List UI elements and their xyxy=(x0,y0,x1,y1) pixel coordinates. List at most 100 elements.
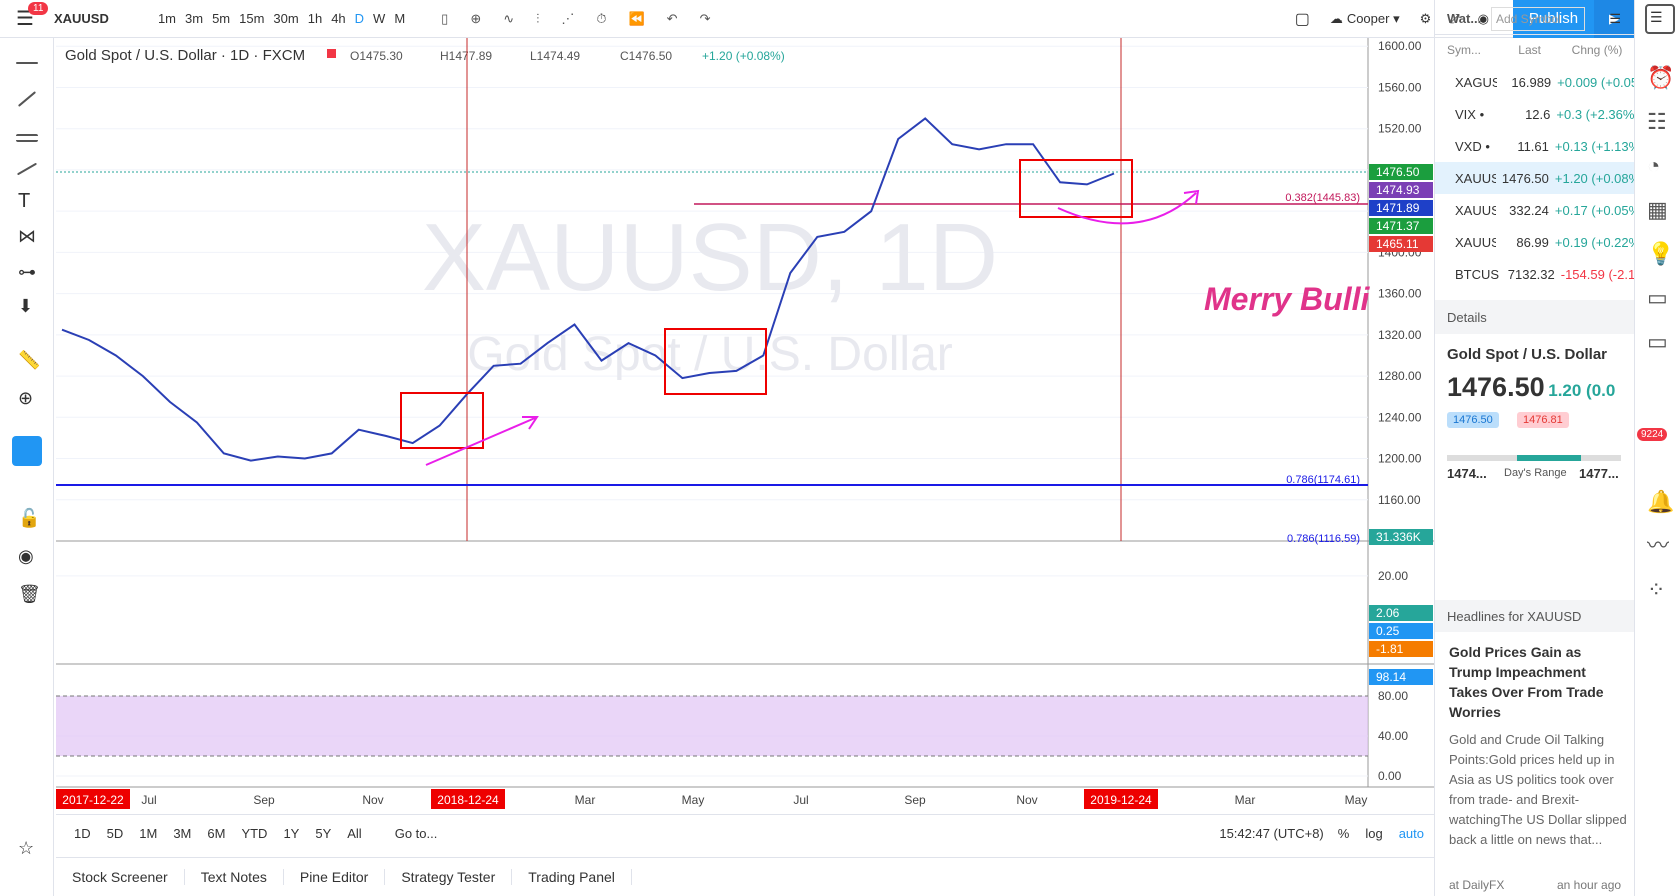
tab[interactable]: Pine Editor xyxy=(284,869,386,885)
eye[interactable]: ◉ xyxy=(18,546,34,566)
y-tick-label: 1320.00 xyxy=(1378,328,1422,342)
watch-row[interactable]: XAUUS 332.24 +0.17 (+0.05% xyxy=(1435,194,1635,226)
range-button[interactable]: 5Y xyxy=(315,826,332,841)
interval[interactable]: M xyxy=(394,11,406,26)
day-range: Day's Range xyxy=(1504,467,1567,479)
stoch-band xyxy=(56,696,1368,756)
sym: BTCUS xyxy=(1455,266,1499,282)
tab[interactable]: Trading Panel xyxy=(512,869,632,885)
price-marker xyxy=(1369,200,1433,216)
tool[interactable] xyxy=(16,134,38,142)
price-marker-label: 1465.11 xyxy=(1376,237,1419,251)
magnet[interactable] xyxy=(12,436,42,466)
time-label: Mar xyxy=(575,793,596,807)
icon[interactable]: ☰ xyxy=(1645,4,1675,34)
watch-row[interactable]: VXD • 11.61 +0.13 (+1.13% xyxy=(1435,130,1635,162)
scale-option[interactable]: % xyxy=(1337,826,1350,841)
range-button[interactable]: 1Y xyxy=(283,826,300,841)
range-button[interactable]: 6M xyxy=(207,826,226,841)
interval[interactable]: 3m xyxy=(185,11,204,26)
chg: +1.20 (+0.08% xyxy=(1554,170,1635,186)
price-marker xyxy=(1369,236,1433,252)
tab[interactable]: Text Notes xyxy=(185,869,284,885)
layout-icon[interactable]: ▢ xyxy=(1294,10,1310,28)
range-button[interactable]: 1D xyxy=(74,826,91,841)
sym: XAGUS xyxy=(1455,74,1498,90)
watch-row[interactable]: XAGUS 16.989 +0.009 (+0.05 xyxy=(1435,66,1635,98)
range-button[interactable]: All xyxy=(347,826,362,841)
add-symbol[interactable]: Add Symbol xyxy=(1491,6,1585,31)
chart-bg xyxy=(56,38,1434,814)
watch-row[interactable]: BTCUS 7132.32 -154.59 (-2.1 xyxy=(1435,258,1635,290)
stream-button[interactable]: ▶ xyxy=(1594,0,1634,38)
watch-row[interactable]: XAUUS 1476.50 +1.20 (+0.08% xyxy=(1435,162,1635,194)
ohlc: +1.20 (+0.08%) xyxy=(702,49,785,63)
highlight-box xyxy=(1019,159,1133,218)
scale-options: % log auto xyxy=(1338,826,1424,841)
goto[interactable]: Go to... xyxy=(394,826,438,841)
lock[interactable]: 🔓 xyxy=(18,508,41,528)
interval[interactable]: 30m xyxy=(273,11,299,26)
user[interactable]: ☁ Cooper ▾ xyxy=(1329,10,1400,26)
watch-row[interactable]: XAUUS 86.99 +0.19 (+0.22% xyxy=(1435,226,1635,258)
interval[interactable]: 4h xyxy=(331,11,346,26)
interval[interactable]: D xyxy=(354,11,365,26)
text-tool[interactable]: T xyxy=(18,190,31,212)
column: Chng (%) xyxy=(1571,43,1623,57)
wl-title[interactable]: Wat... xyxy=(1447,11,1482,26)
last: 11.61 xyxy=(1517,138,1549,154)
time-label: 2017-12-22 xyxy=(62,793,124,807)
y-tick-label: 1360.00 xyxy=(1378,287,1422,301)
watch-row[interactable]: VIX • 12.6 +0.3 (+2.36%) xyxy=(1435,98,1635,130)
interval[interactable]: 5m xyxy=(212,11,231,26)
time-label: Nov xyxy=(1016,793,1037,807)
tab[interactable]: Strategy Tester xyxy=(385,869,513,885)
price-marker xyxy=(1369,182,1433,198)
range-button[interactable]: 1M xyxy=(139,826,158,841)
interval[interactable]: 1h xyxy=(307,11,323,26)
headline-body: Gold and Crude Oil Talking Points:Gold p… xyxy=(1449,732,1627,847)
time-label: Jul xyxy=(793,793,808,807)
price-marker-label: 1474.93 xyxy=(1376,183,1420,197)
macd-marker-label: 0.25 xyxy=(1376,624,1400,638)
ohlc: H1477.89 xyxy=(440,49,492,63)
range-button[interactable]: YTD xyxy=(241,826,268,841)
icons2[interactable]: 🔔 〰 ⁘ xyxy=(1647,489,1675,602)
y-tick-label: 1520.00 xyxy=(1378,122,1422,136)
zoom[interactable]: ⊕ xyxy=(18,388,34,408)
scale-option[interactable]: auto xyxy=(1398,826,1424,841)
trash[interactable]: 🗑 xyxy=(18,584,41,604)
tab[interactable]: Stock Screener xyxy=(56,869,185,885)
y-tick-label: 1200.00 xyxy=(1378,452,1422,466)
interval[interactable]: W xyxy=(373,11,386,26)
price-marker-label: 1471.89 xyxy=(1376,201,1420,215)
time-label: Jul xyxy=(141,793,156,807)
scale-option[interactable]: log xyxy=(1365,826,1383,841)
interval[interactable]: 15m xyxy=(239,11,265,26)
tool[interactable] xyxy=(16,62,38,64)
details-price: 1476.50 1.20 (0.0 xyxy=(1447,372,1616,402)
icons[interactable]: ⏰ ☷ ◔ ▦ 💡 ▭ ▭ xyxy=(1647,65,1675,354)
last: 7132.32 xyxy=(1507,266,1555,282)
range-button[interactable]: 3M xyxy=(173,826,192,841)
time: an hour ago xyxy=(1557,878,1622,892)
symbol[interactable]: XAUUSD xyxy=(53,11,109,26)
forecast-tool[interactable]: ⊶ xyxy=(18,262,36,282)
highlight-box xyxy=(664,328,767,395)
ohlc: C1476.50 xyxy=(620,49,672,63)
headline[interactable]: Gold Prices Gain as Trump Impeachment Ta… xyxy=(1449,644,1604,720)
tool-icons: ▯⊕∿⫶⋰⏱⏪↶↷ xyxy=(441,10,733,26)
interval[interactable]: 1m xyxy=(157,11,176,26)
time-label: May xyxy=(682,793,705,807)
publish-button[interactable]: Publish xyxy=(1513,0,1594,38)
watchlist-header: Wat... Add Symbol ☰ xyxy=(1435,3,1635,35)
ruler[interactable]: 📏 xyxy=(18,350,41,370)
annotation: Merry Bulli xyxy=(1204,281,1370,317)
star[interactable]: ☆ xyxy=(18,838,35,858)
time-label: Sep xyxy=(904,793,926,807)
fib-label: 0.786(1174.61) xyxy=(1286,474,1360,486)
y-tick-label: 1280.00 xyxy=(1378,369,1422,383)
pattern-tool[interactable]: ⋈ xyxy=(18,226,36,246)
range-button[interactable]: 5D xyxy=(106,826,124,841)
arrow-tool[interactable]: ⬇ xyxy=(18,296,34,316)
